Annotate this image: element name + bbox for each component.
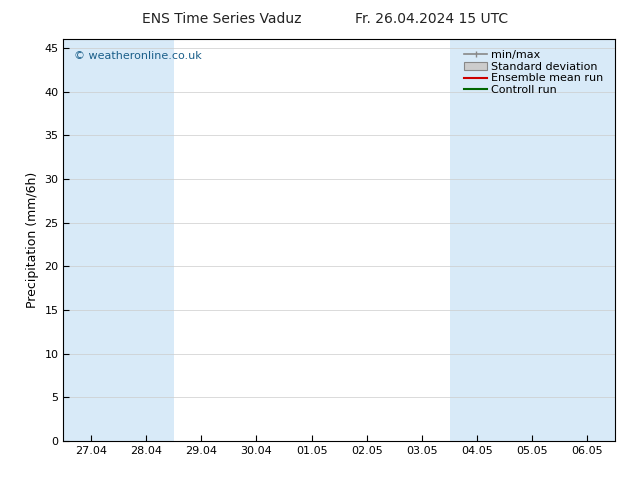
Y-axis label: Precipitation (mm/6h): Precipitation (mm/6h) xyxy=(26,172,39,308)
Text: Fr. 26.04.2024 15 UTC: Fr. 26.04.2024 15 UTC xyxy=(354,12,508,26)
Bar xyxy=(560,39,615,441)
Legend: min/max, Standard deviation, Ensemble mean run, Controll run: min/max, Standard deviation, Ensemble me… xyxy=(461,47,607,98)
Bar xyxy=(450,39,505,441)
Bar xyxy=(119,39,174,441)
Bar xyxy=(505,39,560,441)
Text: © weatheronline.co.uk: © weatheronline.co.uk xyxy=(74,51,202,61)
Bar xyxy=(63,39,119,441)
Text: ENS Time Series Vaduz: ENS Time Series Vaduz xyxy=(142,12,302,26)
